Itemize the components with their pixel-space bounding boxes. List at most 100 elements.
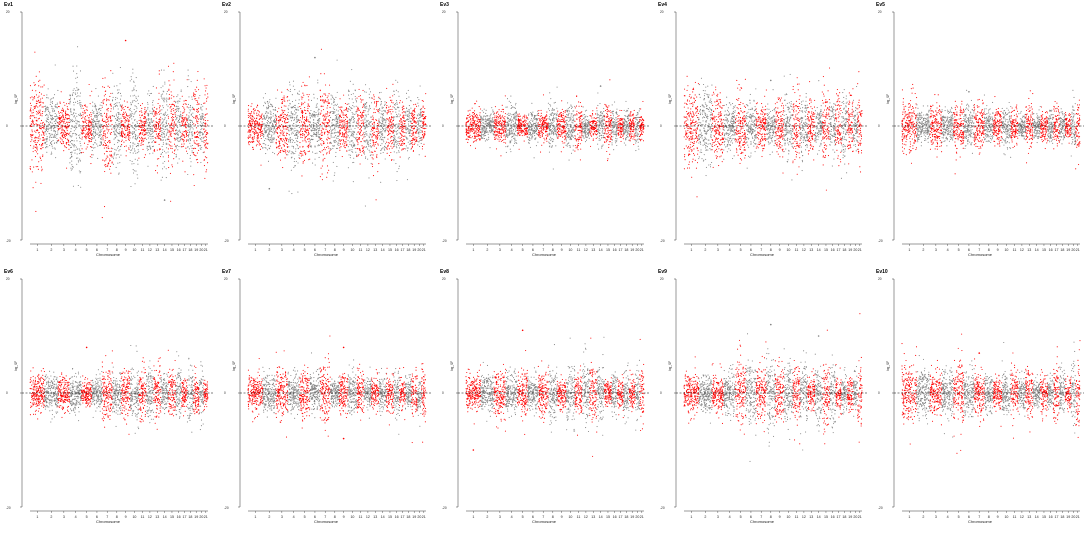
data-point (397, 81, 399, 83)
data-point (172, 115, 174, 117)
data-point (255, 120, 257, 122)
data-point (342, 123, 344, 125)
data-point (291, 145, 293, 147)
data-point (170, 91, 172, 93)
data-point (79, 150, 81, 152)
data-point (398, 147, 401, 149)
data-point (177, 138, 179, 140)
data-point (380, 144, 382, 147)
data-point (171, 122, 173, 124)
data-point (340, 116, 343, 118)
data-point (366, 105, 368, 107)
data-point (186, 79, 188, 81)
data-point (330, 128, 332, 130)
data-point (133, 116, 135, 118)
data-point (339, 140, 341, 142)
x-tick-label: 7 (106, 248, 108, 252)
data-point (132, 145, 134, 147)
data-point (251, 121, 253, 123)
data-point (327, 105, 329, 107)
data-point (55, 118, 57, 121)
data-point (140, 122, 142, 124)
data-point (385, 119, 387, 121)
data-point (279, 145, 281, 147)
data-point (74, 145, 76, 147)
data-point (118, 173, 120, 175)
data-point (138, 143, 140, 145)
data-point (203, 102, 205, 104)
data-point (272, 129, 274, 131)
data-point (276, 128, 278, 130)
data-point (351, 150, 353, 153)
data-point (180, 116, 182, 118)
data-point (195, 117, 197, 119)
data-point (325, 101, 327, 103)
data-point (348, 130, 350, 132)
data-point (63, 122, 65, 124)
data-point (335, 139, 337, 141)
data-point (350, 135, 352, 137)
data-point (199, 118, 201, 120)
data-point (355, 105, 357, 107)
data-point (128, 136, 130, 138)
data-point (128, 126, 130, 128)
data-point (138, 123, 141, 125)
data-point (361, 151, 363, 153)
data-point (350, 131, 352, 133)
data-point (173, 100, 175, 102)
data-point (297, 191, 299, 193)
data-point (266, 115, 268, 117)
data-point (308, 112, 310, 114)
data-point (350, 119, 352, 121)
data-point (135, 134, 137, 136)
data-point (357, 155, 359, 157)
data-point (371, 165, 374, 168)
data-point (42, 86, 44, 88)
x-tick-label: 19 (194, 248, 198, 252)
data-point (365, 133, 367, 135)
data-point (153, 120, 155, 122)
data-point (340, 127, 342, 129)
data-point (276, 117, 278, 119)
data-point (30, 104, 32, 107)
data-point (339, 121, 341, 123)
data-point (284, 110, 286, 112)
data-point (308, 99, 310, 101)
data-point (127, 134, 129, 137)
data-point (337, 138, 339, 140)
data-point (40, 93, 42, 95)
data-point (355, 138, 357, 140)
data-point (152, 138, 154, 140)
data-point (135, 138, 137, 140)
data-point (52, 118, 54, 120)
data-point (326, 153, 328, 155)
data-point (383, 110, 385, 112)
data-point (123, 100, 125, 102)
data-point (102, 103, 104, 105)
data-point (132, 72, 134, 74)
data-point (391, 99, 393, 101)
data-point (203, 78, 205, 80)
data-point (291, 141, 293, 143)
data-point (119, 83, 121, 85)
data-point (133, 132, 135, 134)
data-point (259, 125, 262, 127)
data-point (73, 121, 75, 123)
data-point (148, 137, 150, 139)
data-point (352, 118, 355, 120)
data-point (70, 108, 72, 110)
data-point (177, 162, 179, 164)
data-point (383, 141, 385, 143)
data-point (373, 134, 375, 136)
data-point (293, 130, 295, 132)
data-point (360, 127, 362, 129)
data-point (194, 124, 197, 126)
data-point (341, 111, 343, 113)
data-point (164, 97, 166, 99)
data-point (354, 90, 356, 92)
data-point (384, 119, 386, 121)
data-point (282, 133, 284, 135)
data-point (50, 98, 52, 100)
data-point (299, 119, 301, 121)
data-point (368, 122, 370, 124)
